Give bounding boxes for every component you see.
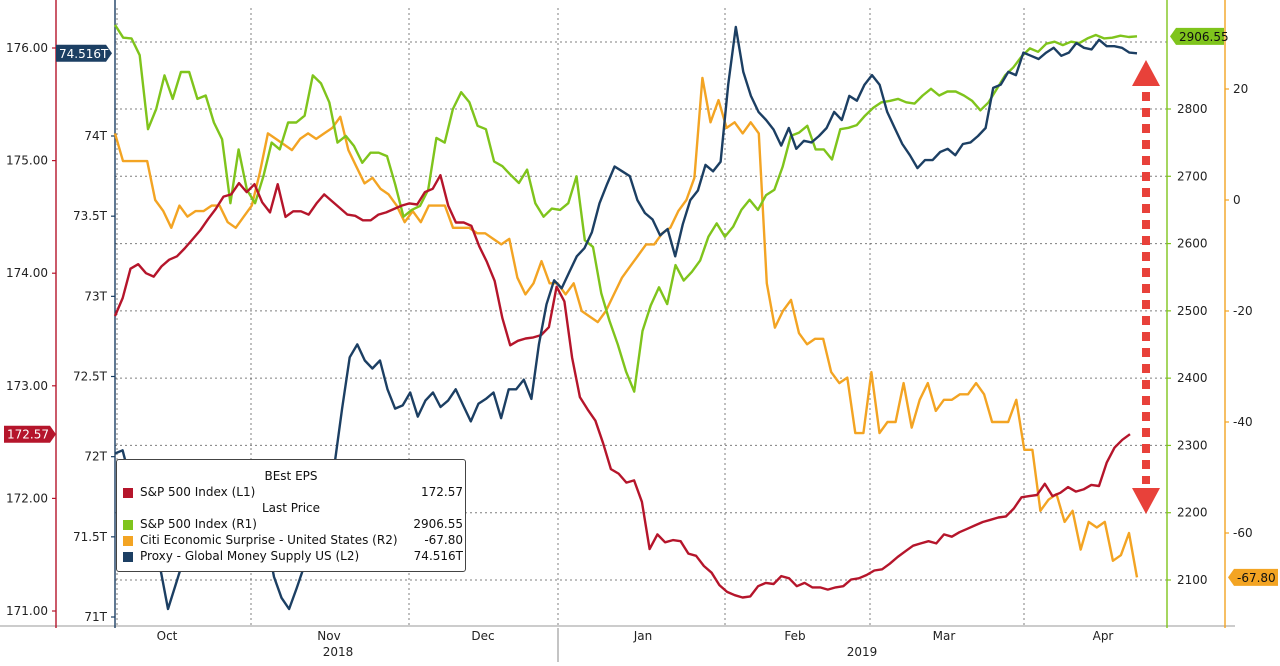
legend-entry-value: 172.57 xyxy=(421,485,463,499)
legend-entry-sp500-eps: S&P 500 Index (L1) 172.57 xyxy=(123,485,463,501)
y-tick-label-l2: 73T xyxy=(84,289,107,303)
y-tick-label-l2: 71T xyxy=(84,610,107,624)
last-value-label-r1: 2906.55 xyxy=(1179,30,1229,44)
series-line-r2 xyxy=(113,76,1139,578)
last-value-tag-l2 xyxy=(56,44,112,62)
last-value-tag-l1 xyxy=(4,425,56,443)
y-tick-label-l1: 176.00 xyxy=(6,41,48,55)
legend-entry-name: S&P 500 Index (R1) xyxy=(140,517,257,531)
x-tick-label: Dec xyxy=(471,629,494,643)
legend-entry-name: Citi Economic Surprise - United States (… xyxy=(140,533,398,547)
y-tick-label-r1: 2800 xyxy=(1177,102,1208,116)
y-tick-label-r1: 2200 xyxy=(1177,506,1208,520)
legend-entry-citi-surprise: Citi Economic Surprise - United States (… xyxy=(123,533,463,549)
y-tick-label-r1: 2600 xyxy=(1177,237,1208,251)
last-value-tag-r1 xyxy=(1170,27,1224,45)
x-tick-label: Nov xyxy=(317,629,340,643)
x-tick-label: Oct xyxy=(157,629,178,643)
y-tick-label-r2: 20 xyxy=(1233,82,1248,96)
y-tick-label-r1: 2500 xyxy=(1177,304,1208,318)
x-tick-label: Mar xyxy=(933,629,956,643)
y-tick-label-l2: 72.5T xyxy=(73,370,108,384)
y-tick-label-l2: 74T xyxy=(84,129,107,143)
y-tick-label-r2: -20 xyxy=(1233,304,1253,318)
x-tick-label: Jan xyxy=(633,629,653,643)
y-tick-label-r2: -40 xyxy=(1233,415,1253,429)
y-tick-label-l2: 72T xyxy=(84,450,107,464)
axes: Oct Nov Dec Jan Feb Mar Apr 2018 2019 171.00 172.0… xyxy=(0,0,1253,662)
y-tick-label-r2: -60 xyxy=(1233,526,1253,540)
series-line-l1 xyxy=(113,173,1131,599)
last-value-tags: 172.57 74.516T 2906.55 -67.80 xyxy=(4,27,1278,586)
annotation-arrow xyxy=(1132,60,1160,514)
y-tick-label-l1: 175.00 xyxy=(6,154,48,168)
series-line-l2 xyxy=(114,25,1138,611)
last-value-label-r2: -67.80 xyxy=(1237,571,1276,585)
legend-group-title-last-price: Last Price xyxy=(261,501,321,515)
legend-swatch-sp500-eps xyxy=(123,488,133,498)
year-label: 2019 xyxy=(847,645,878,659)
legend-entry-value: 2906.55 xyxy=(413,517,463,531)
legend-entry-sp500-price: S&P 500 Index (R1) 2906.55 xyxy=(123,517,463,533)
x-tick-label: Apr xyxy=(1093,629,1114,643)
arrow-head-down xyxy=(1132,488,1160,514)
legend-entry-name: Proxy - Global Money Supply US (L2) xyxy=(140,549,360,563)
y-tick-label-r2: 0 xyxy=(1233,193,1241,207)
y-tick-label-l1: 173.00 xyxy=(6,379,48,393)
legend-entry-money-supply: Proxy - Global Money Supply US (L2) 74.5… xyxy=(123,549,463,565)
legend: BEst EPS S&P 500 Index (L1) 172.57 Last … xyxy=(116,459,466,572)
arrow-head-up xyxy=(1132,60,1160,86)
legend-entry-name: S&P 500 Index (L1) xyxy=(140,485,256,499)
year-label: 2018 xyxy=(323,645,354,659)
y-tick-label-r1: 2300 xyxy=(1177,438,1208,452)
legend-entry-value: -67.80 xyxy=(424,533,463,547)
y-tick-label-l1: 171.00 xyxy=(6,604,48,618)
legend-entry-value: 74.516T xyxy=(413,549,463,563)
y-tick-label-l2: 71.5T xyxy=(73,530,108,544)
y-tick-label-r1: 2100 xyxy=(1177,573,1208,587)
x-tick-label: Feb xyxy=(784,629,805,643)
series-line-r1 xyxy=(113,24,1138,393)
y-tick-label-l1: 174.00 xyxy=(6,266,48,280)
last-value-tag-r2 xyxy=(1228,568,1278,586)
legend-swatch-citi-surprise xyxy=(123,536,133,546)
y-tick-label-l2: 73.5T xyxy=(73,209,108,223)
y-tick-label-r1: 2700 xyxy=(1177,169,1208,183)
legend-swatch-sp500-price xyxy=(123,520,133,530)
y-tick-label-l1: 172.00 xyxy=(6,491,48,505)
last-value-label-l2: 74.516T xyxy=(59,47,109,61)
last-value-label-l1: 172.57 xyxy=(7,428,49,442)
legend-swatch-money-supply xyxy=(123,552,133,562)
legend-group-title-best-eps: BEst EPS xyxy=(264,469,318,483)
y-tick-label-r1: 2400 xyxy=(1177,371,1208,385)
series-lines xyxy=(113,24,1139,611)
